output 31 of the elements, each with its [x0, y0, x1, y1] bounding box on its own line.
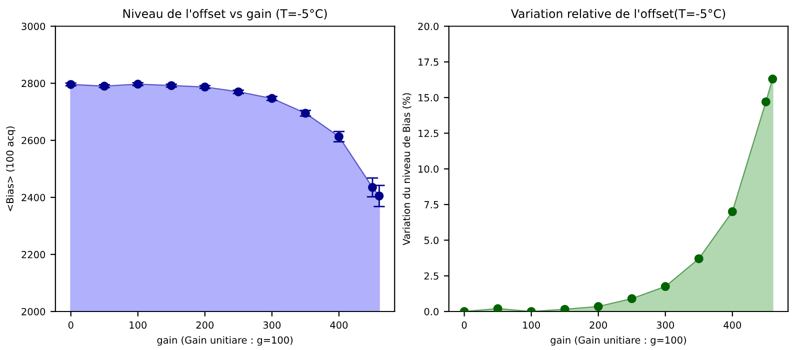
x-tick-label: 200	[196, 321, 214, 329]
chart-title: Niveau de l'offset vs gain (T=-5°C)	[123, 8, 327, 20]
y-axis-title: Variation du niveau de Bias (%)	[402, 93, 412, 246]
x-tick-label: 0	[462, 321, 467, 329]
x-tick-label: 100	[130, 321, 147, 329]
y-tick-label: 2000	[22, 308, 46, 316]
y-tick-label: 7.5	[424, 201, 438, 208]
chart-title: Variation relative de l'offset(T=-5°C)	[510, 8, 726, 20]
x-axis-title: gain (Gain unitiare : g=100)	[550, 336, 686, 346]
x-tick-label: 400	[724, 321, 742, 329]
x-tick-label: 100	[523, 321, 540, 329]
y-tick-label: 3000	[22, 22, 46, 30]
x-tick-label: 400	[330, 321, 348, 329]
y-tick-label: 2200	[22, 250, 46, 258]
y-tick-label: 20.0	[418, 22, 439, 30]
y-tick-label: 15.0	[418, 94, 439, 102]
x-tick-label: 300	[656, 321, 674, 329]
y-tick-label: 2800	[22, 80, 46, 88]
y-axis-title: <Bias> (100 acq)	[6, 126, 16, 212]
x-axis-title: gain (Gain unitiare : g=100)	[157, 336, 293, 346]
y-tick-label: 17.5	[418, 58, 438, 66]
y-tick-label: 2600	[22, 136, 46, 144]
x-tick-label: 200	[590, 321, 607, 329]
y-tick-label: 0.0	[424, 308, 439, 316]
y-tick-label: 12.5	[418, 130, 438, 138]
y-tick-label: 2400	[22, 194, 46, 202]
y-tick-label: 5.0	[424, 236, 439, 244]
x-tick-label: 300	[263, 321, 281, 329]
y-tick-label: 10.0	[418, 165, 439, 173]
x-tick-label: 0	[68, 321, 74, 329]
y-tick-label: 2.5	[424, 272, 438, 280]
